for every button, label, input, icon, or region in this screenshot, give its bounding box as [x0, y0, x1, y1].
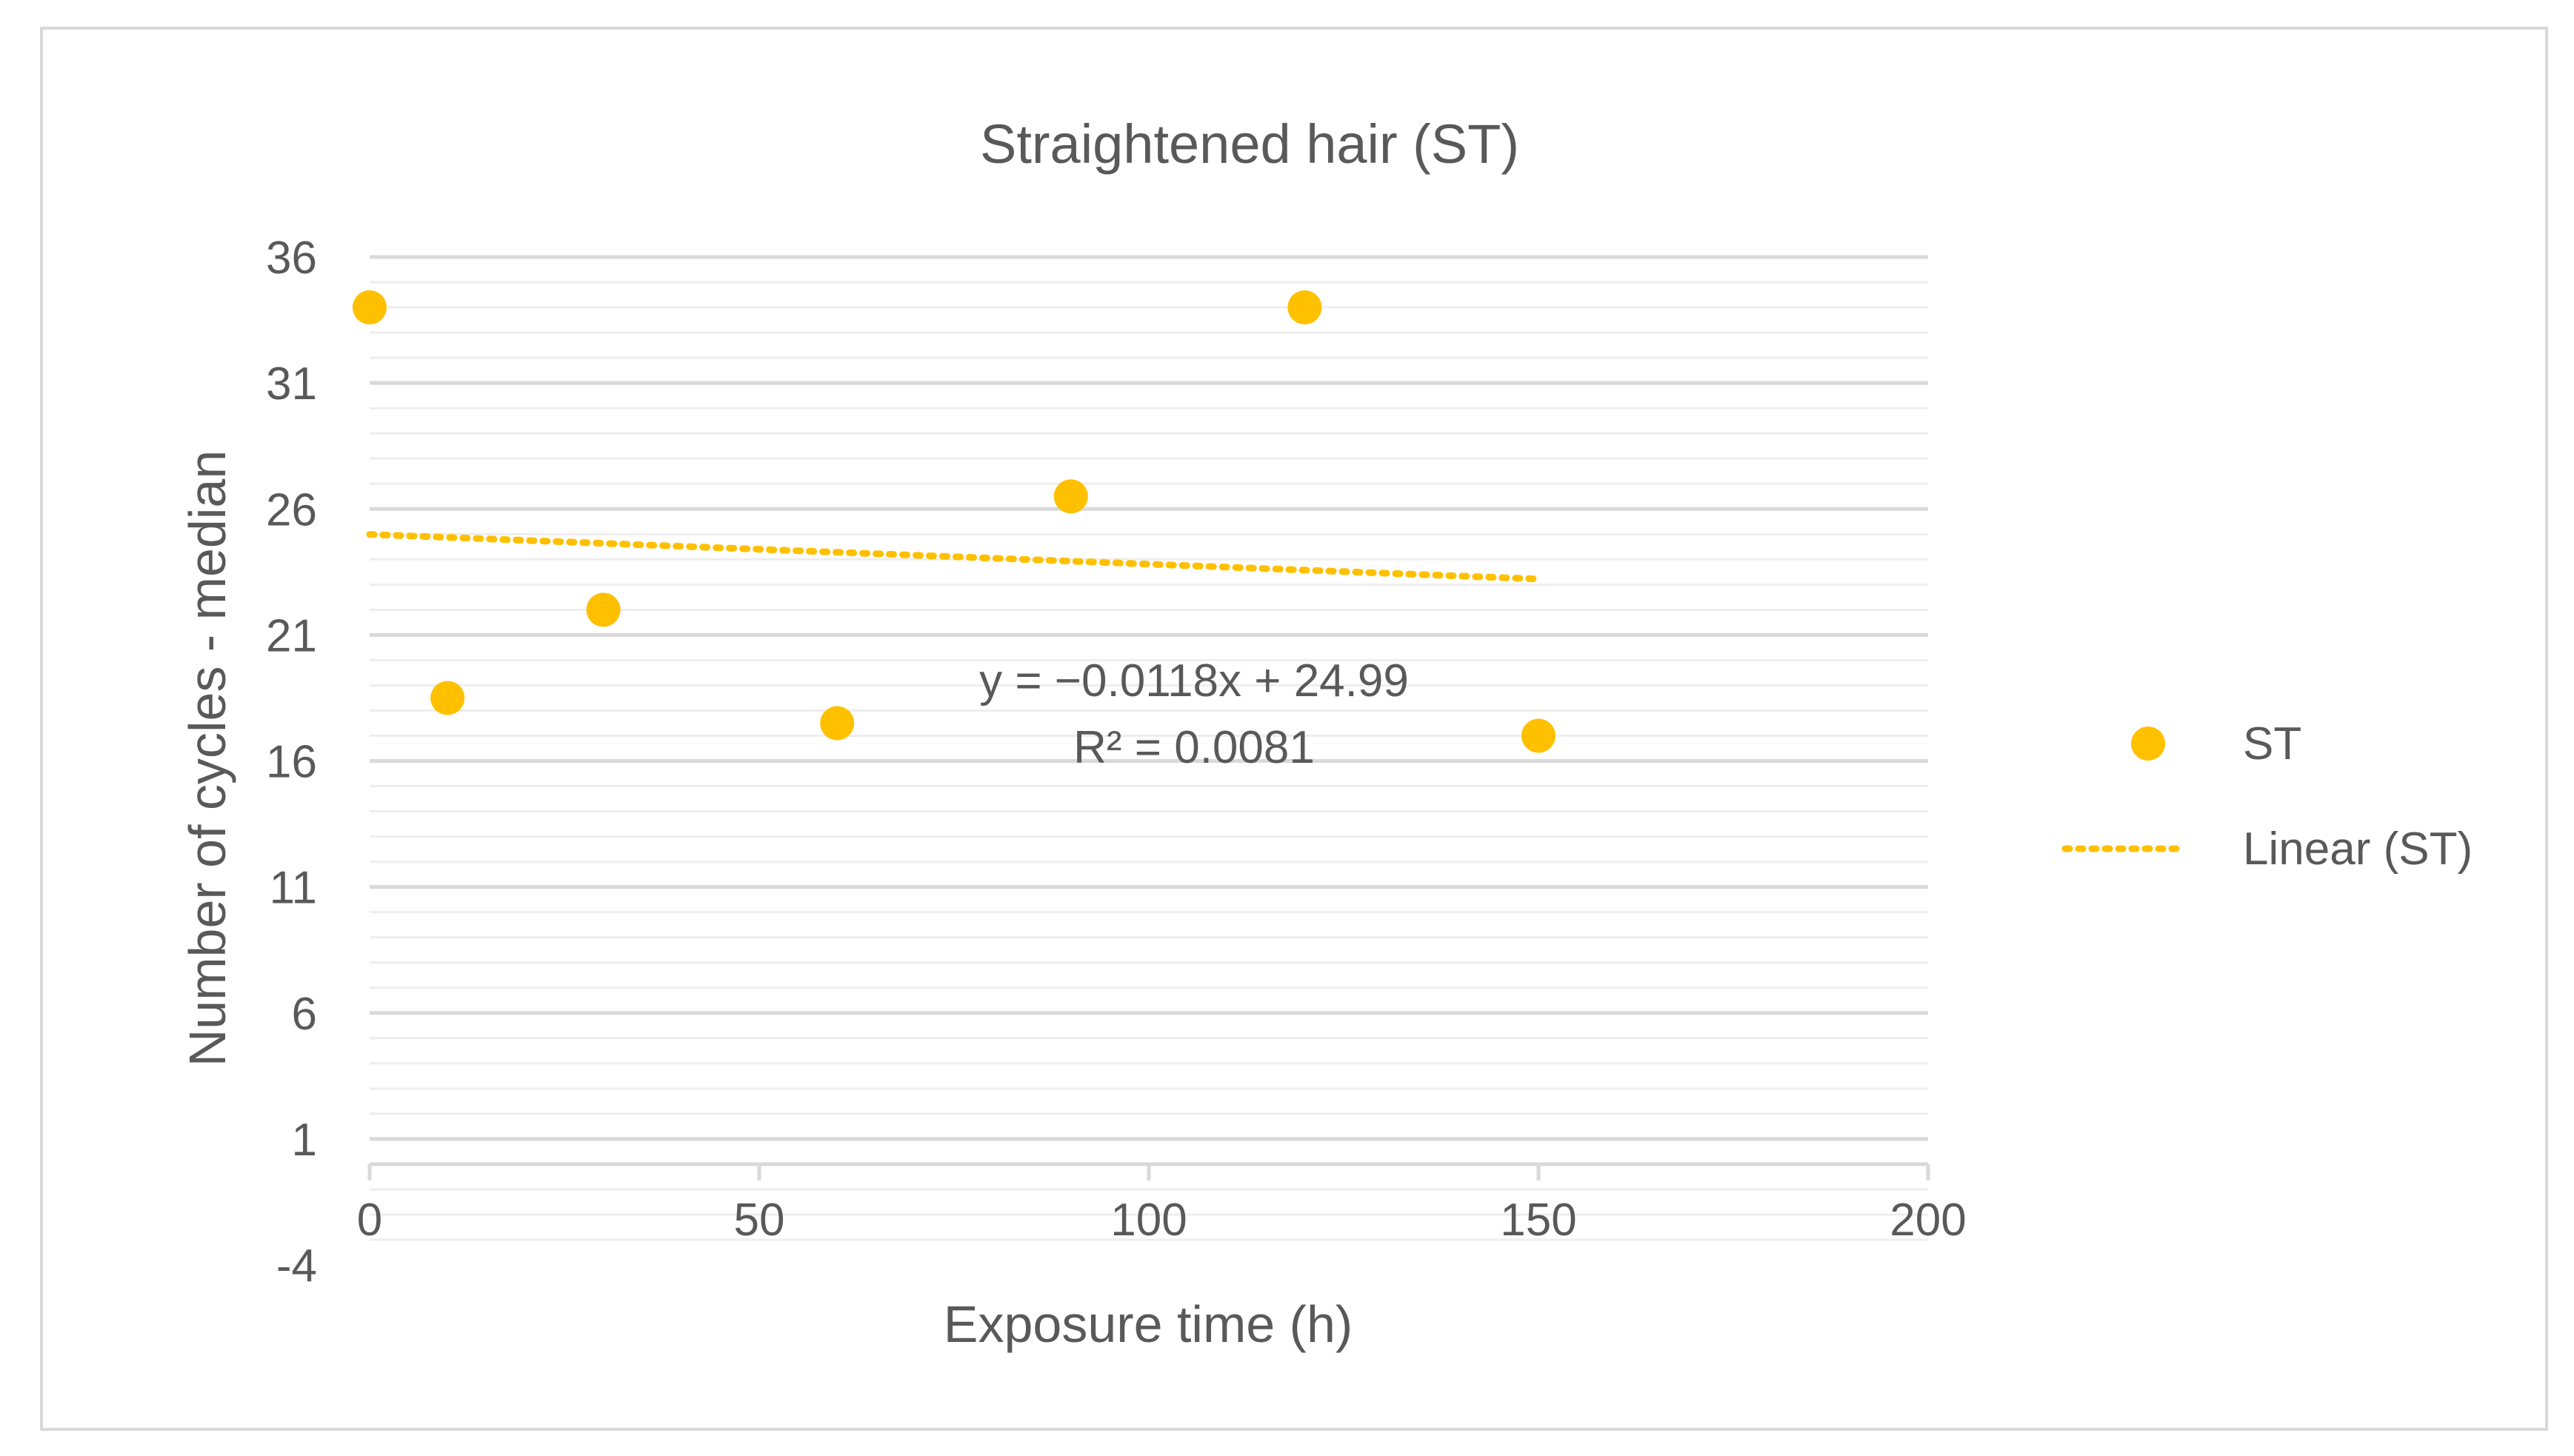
y-tick-label: 16 [266, 737, 317, 788]
x-tick-label: 150 [1500, 1195, 1576, 1246]
data-points [353, 290, 1556, 753]
y-tick-label: 26 [266, 484, 317, 535]
x-axis [367, 1162, 1930, 1181]
x-axis-title: Exposure time (h) [944, 1295, 1353, 1353]
data-point-st [353, 290, 387, 325]
trendline-equation: y = −0.0118x + 24.99 [979, 655, 1409, 707]
y-tick-label: 36 [266, 233, 317, 284]
data-point-st [1521, 718, 1556, 753]
data-point-st [430, 681, 465, 715]
legend-label-st: ST [2243, 718, 2301, 769]
legend-label-linear: Linear (ST) [2243, 824, 2473, 875]
data-point-st [1053, 479, 1088, 514]
legend-marker-st [2131, 727, 2165, 761]
trendline-r2: R² = 0.0081 [1073, 722, 1315, 773]
x-tick-label: 0 [357, 1195, 382, 1246]
y-tick-label: -4 [276, 1240, 317, 1292]
y-axis-title: Number of cycles - median [179, 450, 236, 1067]
legend: ST Linear (ST) [2061, 718, 2473, 875]
gridlines [370, 255, 1928, 1241]
y-tick-label: 11 [270, 863, 317, 914]
x-tick-labels: 0 50 100 150 200 [357, 1195, 1967, 1246]
x-tick-label: 50 [734, 1195, 785, 1246]
y-tick-label: 6 [292, 989, 317, 1040]
y-tick-label: 21 [266, 610, 317, 661]
data-point-st [820, 706, 855, 741]
x-tick-label: 200 [1890, 1195, 1966, 1246]
trendline-linear-st [366, 531, 1542, 583]
trendline [366, 531, 1542, 583]
data-point-st [1287, 290, 1322, 325]
data-point-st [586, 592, 621, 627]
y-tick-label: 31 [266, 358, 317, 410]
chart-border [40, 27, 2548, 1431]
chart-title: Straightened hair (ST) [980, 113, 1519, 175]
y-tick-label: 1 [292, 1115, 317, 1166]
x-tick-label: 100 [1110, 1195, 1187, 1246]
